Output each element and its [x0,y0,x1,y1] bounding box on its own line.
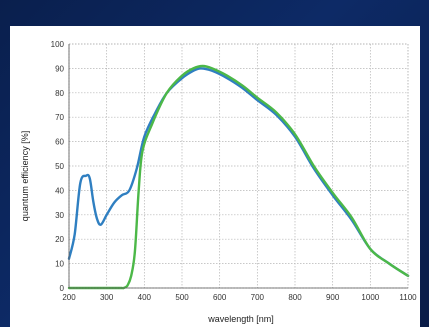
x-tick-label: 900 [326,293,340,302]
y-tick-label: 100 [51,40,65,49]
y-tick-labels: 0 10 20 30 40 50 60 70 80 90 100 [51,40,65,293]
x-tick-label: 800 [288,293,302,302]
y-tick-label: 50 [55,162,64,171]
y-tick-label: 60 [55,138,64,147]
y-tick-label: 80 [55,89,64,98]
quantum-efficiency-chart: 200 300 400 500 600 700 800 900 1000 1100 0 10 20 30… [20,40,417,324]
y-tick-label: 0 [60,284,65,293]
series-line-2 [67,64,410,290]
x-tick-label: 300 [100,293,114,302]
chart-panel: 200 300 400 500 600 700 800 900 1000 1100 0 10 20 30… [10,26,420,327]
x-tick-labels: 200 300 400 500 600 700 800 900 1000 1100 [62,293,417,302]
x-tick-label: 200 [62,293,76,302]
y-tick-label: 70 [55,113,64,122]
series-line-1 [67,67,410,277]
x-tick-label: 1000 [361,293,379,302]
x-tick-label: 600 [213,293,227,302]
y-tick-label: 10 [55,260,64,269]
grid [69,44,408,288]
y-tick-label: 30 [55,211,64,220]
x-axis-label: wavelength [nm] [207,314,274,324]
x-tick-label: 400 [138,293,152,302]
y-tick-label: 20 [55,235,64,244]
x-tick-label: 1100 [399,293,417,302]
y-tick-label: 40 [55,186,64,195]
y-axis-label: quantum efficiency [%] [20,131,30,221]
y-tick-label: 90 [55,64,64,73]
series-layer [67,64,410,290]
x-tick-label: 500 [175,293,189,302]
x-tick-label: 700 [251,293,265,302]
axes [68,43,409,289]
